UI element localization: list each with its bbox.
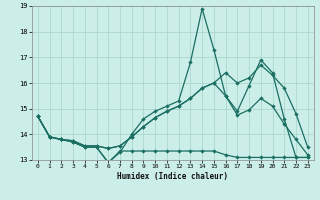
X-axis label: Humidex (Indice chaleur): Humidex (Indice chaleur) xyxy=(117,172,228,181)
